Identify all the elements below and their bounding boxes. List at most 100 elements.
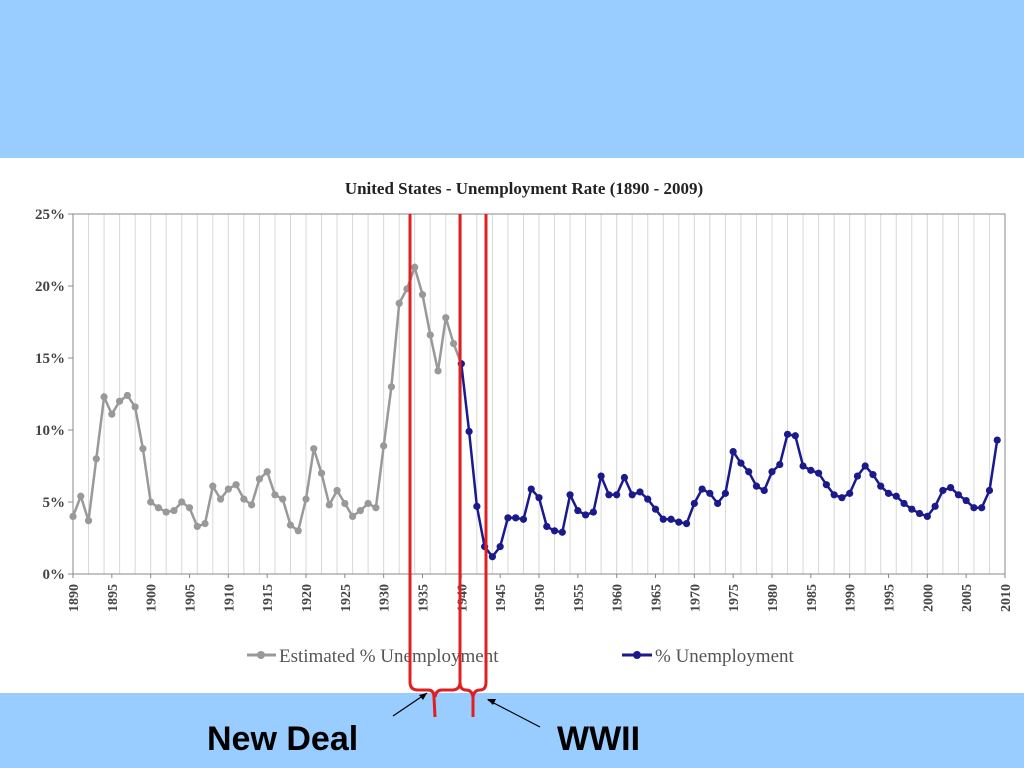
- data-point-unemployment: [714, 499, 722, 508]
- chart-title: United States - Unemployment Rate (1890 …: [345, 179, 703, 198]
- data-point-unemployment: [613, 491, 621, 499]
- data-point-estimated: [310, 445, 318, 453]
- x-tick-label: 2005: [960, 584, 975, 612]
- data-point-estimated: [395, 299, 403, 307]
- x-tick-label: 1920: [300, 584, 315, 612]
- data-point-unemployment: [978, 504, 986, 512]
- data-point-estimated: [449, 340, 458, 348]
- data-point-unemployment: [550, 527, 559, 535]
- x-tick-label: 1945: [494, 584, 509, 612]
- data-point-unemployment: [760, 486, 768, 495]
- x-tick-label: 1895: [106, 584, 121, 612]
- data-point-unemployment: [690, 499, 698, 508]
- data-point-estimated: [193, 522, 201, 531]
- x-tick-label: 1935: [417, 584, 432, 612]
- chart-panel: [0, 158, 1024, 693]
- data-point-estimated: [263, 468, 271, 476]
- data-point-unemployment: [519, 515, 528, 523]
- data-point-estimated: [302, 495, 310, 503]
- data-point-estimated: [232, 481, 240, 489]
- series-layer: [69, 263, 1001, 561]
- data-point-unemployment: [861, 462, 869, 470]
- wwii-brace: [458, 681, 488, 717]
- data-point-unemployment: [504, 514, 512, 522]
- data-point-unemployment: [939, 486, 947, 495]
- data-point-unemployment: [838, 494, 846, 502]
- x-tick-label: 1960: [611, 584, 626, 612]
- x-tick-label: 1955: [572, 584, 587, 612]
- x-tick-label: 1900: [145, 584, 160, 612]
- data-point-unemployment: [884, 489, 893, 497]
- data-point-estimated: [92, 455, 100, 463]
- legend: Estimated % Unemployment % Unemployment: [247, 646, 795, 667]
- data-point-unemployment: [698, 485, 706, 493]
- data-point-unemployment: [706, 489, 714, 497]
- data-point-estimated: [294, 527, 302, 535]
- data-point-unemployment: [605, 491, 613, 499]
- data-point-unemployment: [558, 528, 566, 536]
- data-point-estimated: [216, 495, 225, 503]
- data-point-unemployment: [574, 507, 582, 515]
- y-tick-label: 0%: [43, 567, 66, 583]
- data-point-unemployment: [970, 504, 978, 512]
- data-point-unemployment: [815, 469, 823, 477]
- data-point-unemployment: [644, 495, 652, 503]
- new-deal-label: New Deal: [207, 720, 359, 758]
- x-tick-label: 1970: [688, 584, 703, 612]
- data-point-estimated: [248, 501, 256, 509]
- data-point-estimated: [325, 501, 333, 509]
- data-point-estimated: [240, 495, 248, 503]
- x-tick-label: 1965: [650, 584, 665, 612]
- x-tick-label: 1930: [378, 584, 393, 612]
- data-point-estimated: [170, 507, 178, 515]
- data-point-unemployment: [675, 518, 683, 526]
- data-point-unemployment: [566, 491, 574, 499]
- data-point-unemployment: [589, 508, 597, 516]
- x-tick-label: 1995: [883, 584, 898, 612]
- data-point-unemployment: [846, 489, 854, 497]
- data-point-unemployment: [729, 448, 737, 456]
- data-point-estimated: [442, 314, 450, 322]
- top-band: [0, 0, 1024, 158]
- data-point-estimated: [131, 403, 139, 411]
- data-point-estimated: [279, 495, 287, 503]
- x-axis: 1890 1895 1900 1905 1910 1915 1920 1925 1930 1935…: [67, 574, 1014, 612]
- data-point-estimated: [100, 393, 108, 401]
- data-point-unemployment: [721, 489, 730, 497]
- y-tick-label: 5%: [43, 495, 66, 511]
- data-point-estimated: [271, 491, 279, 499]
- x-tick-label: 1975: [727, 584, 742, 612]
- y-tick-label: 15%: [35, 351, 65, 367]
- y-axis: 0% 5% 10% 15% 20% 25%: [35, 207, 73, 583]
- data-point-unemployment: [628, 491, 636, 499]
- data-point-unemployment: [543, 522, 551, 531]
- data-point-estimated: [201, 520, 209, 528]
- data-point-estimated: [380, 442, 388, 450]
- wwii-arrowhead: [487, 699, 496, 705]
- data-point-unemployment: [496, 543, 504, 551]
- data-point-estimated: [426, 331, 434, 339]
- series-line-unemployment: [460, 363, 999, 559]
- data-point-unemployment: [582, 511, 590, 519]
- data-point-unemployment: [597, 472, 605, 480]
- x-tick-label: 1890: [67, 584, 82, 612]
- wwii-arrow: [487, 699, 541, 728]
- data-point-unemployment: [535, 494, 543, 502]
- data-point-estimated: [317, 469, 326, 477]
- data-point-estimated: [77, 492, 85, 500]
- x-tick-label: 2010: [999, 584, 1014, 612]
- data-point-estimated: [411, 263, 419, 271]
- data-point-unemployment: [512, 514, 520, 522]
- grid-layer: [88, 214, 990, 574]
- newdeal-arrowhead: [419, 693, 427, 700]
- data-point-unemployment: [682, 520, 691, 528]
- x-tick-label: 1950: [533, 584, 548, 612]
- data-point-estimated: [147, 498, 155, 506]
- data-point-estimated: [178, 498, 186, 506]
- data-point-unemployment: [465, 427, 473, 436]
- data-point-unemployment: [745, 468, 753, 476]
- data-point-unemployment: [947, 484, 955, 492]
- data-point-unemployment: [636, 488, 644, 496]
- data-point-estimated: [108, 410, 116, 418]
